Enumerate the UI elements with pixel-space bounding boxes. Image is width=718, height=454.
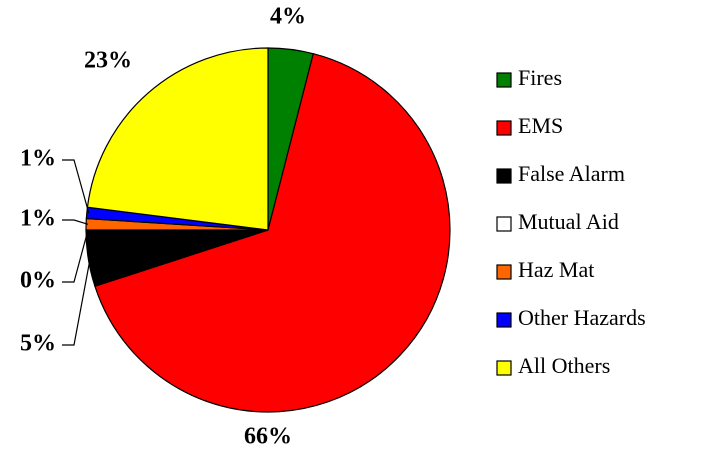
- legend-swatch: [496, 72, 512, 88]
- legend-swatch: [496, 360, 512, 376]
- legend-label: Mutual Aid: [518, 209, 619, 234]
- slice-label: 4%: [270, 4, 306, 30]
- pie-slice: [86, 47, 269, 231]
- legend-swatch: [496, 216, 512, 232]
- leader-line: [62, 159, 90, 214]
- legend-label: Haz Mat: [518, 257, 594, 282]
- slice-label: 66%: [244, 424, 292, 450]
- slice-label: 0%: [20, 268, 56, 294]
- legend-swatch: [496, 120, 512, 136]
- leader-line: [62, 258, 91, 346]
- legend-label: Fires: [518, 65, 562, 90]
- slice-label: 1%: [20, 146, 56, 172]
- legend-swatch: [496, 264, 512, 280]
- legend-swatch: [496, 312, 512, 328]
- slice-label: 1%: [20, 206, 56, 232]
- leader-line: [62, 229, 89, 283]
- slice-label: 23%: [84, 48, 132, 74]
- slice-label: 5%: [20, 331, 56, 357]
- legend-label: Other Hazards: [518, 305, 646, 330]
- legend-label: False Alarm: [518, 161, 625, 186]
- leader-line: [62, 219, 89, 225]
- pie-slice: [94, 52, 451, 413]
- legend-swatch: [496, 168, 512, 184]
- legend-label: EMS: [518, 113, 563, 138]
- legend-label: All Others: [518, 353, 610, 378]
